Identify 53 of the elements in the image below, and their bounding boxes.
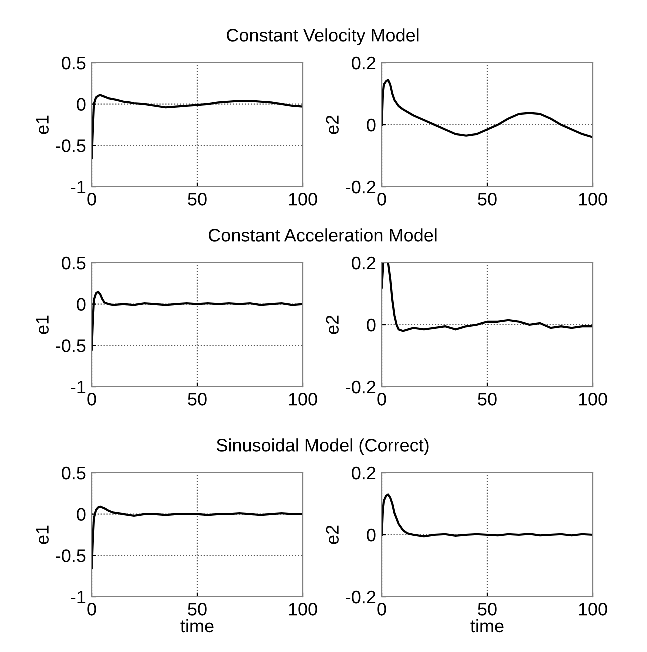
x-tick-label: 50 <box>188 393 207 406</box>
y-tick-label: 0.2 <box>352 56 376 70</box>
x-tick-label: 50 <box>478 393 497 406</box>
y-tick-label: 0.5 <box>62 56 86 70</box>
y-tick-label: -0.2 <box>346 380 376 394</box>
x-tick-label: 50 <box>478 603 497 616</box>
y-tick-label: -1 <box>71 381 86 394</box>
y-tick-label: 0 <box>367 118 376 132</box>
line-series <box>92 290 303 351</box>
y-tick-label: 0 <box>77 98 86 112</box>
y-tick-label: -0.5 <box>56 550 86 562</box>
chart-title: Constant Velocity Model <box>227 28 419 46</box>
y-tick-label: -0.5 <box>56 340 86 352</box>
x-tick-label: 50 <box>188 603 207 616</box>
y-axis-title: e2 <box>326 116 339 134</box>
x-tick-label: 0 <box>378 193 386 206</box>
x-tick-label: 100 <box>579 393 608 406</box>
x-tick-label: 100 <box>289 393 318 406</box>
x-tick-label: 0 <box>88 393 96 406</box>
x-tick-label: 100 <box>579 193 608 206</box>
y-axis-title: e2 <box>326 316 339 334</box>
y-tick-label: 0.5 <box>62 256 86 270</box>
y-tick-label: 0 <box>367 528 376 542</box>
y-axis-title: e1 <box>36 526 49 544</box>
y-tick-label: 0.2 <box>352 466 376 480</box>
y-tick-label: 0.2 <box>352 256 376 270</box>
x-tick-label: 50 <box>478 193 497 206</box>
x-tick-label: 0 <box>378 603 386 616</box>
x-tick-label: 100 <box>579 603 608 616</box>
x-tick-label: 0 <box>88 603 96 616</box>
y-axis-title: e2 <box>326 526 339 544</box>
line-series <box>92 94 303 160</box>
y-axis-title: e1 <box>36 316 49 334</box>
x-tick-label: 100 <box>289 603 318 616</box>
y-tick-label: -0.2 <box>346 180 376 194</box>
y-tick-label: 0 <box>77 298 86 312</box>
x-axis-title: time <box>470 619 504 633</box>
y-tick-label: -1 <box>71 181 86 194</box>
y-tick-label: 0.5 <box>62 466 86 480</box>
x-tick-label: 0 <box>88 193 96 206</box>
line-series <box>92 506 303 570</box>
y-tick-label: -0.2 <box>346 590 376 604</box>
y-tick-label: -1 <box>71 591 86 604</box>
chart-title: Constant Acceleration Model <box>209 228 437 242</box>
x-tick-label: 100 <box>289 193 318 206</box>
y-tick-label: 0 <box>77 508 86 522</box>
y-tick-label: 0 <box>367 318 376 332</box>
y-axis-title: e1 <box>36 116 49 134</box>
x-tick-label: 50 <box>188 193 207 206</box>
x-tick-label: 0 <box>378 393 386 406</box>
y-tick-label: -0.5 <box>56 140 86 152</box>
chart-title: Sinusoidal Model (Correct) <box>216 438 429 456</box>
x-axis-title: time <box>180 619 214 633</box>
